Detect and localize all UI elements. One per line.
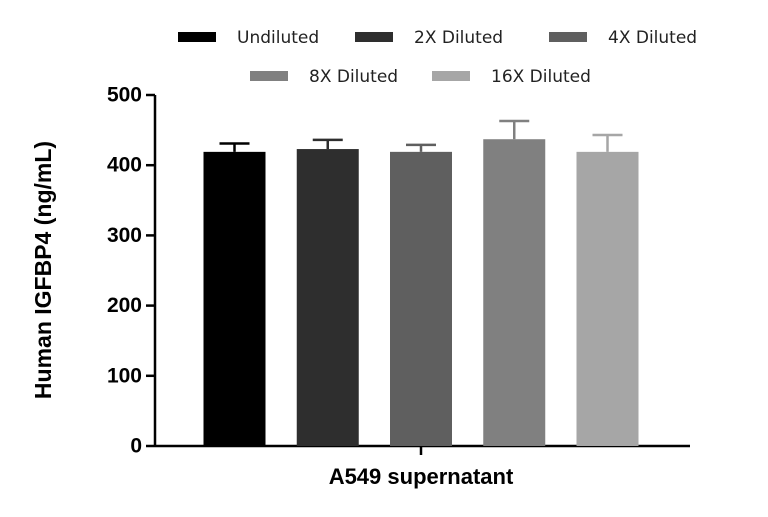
legend-label: 4X Diluted [608, 28, 697, 48]
y-axis-label: Human IGFBP4 (ng/mL) [30, 141, 56, 399]
y-tick-label: 200 [107, 294, 142, 317]
bar [203, 151, 266, 446]
y-tick-label: 500 [107, 84, 142, 107]
x-axis-label: A549 supernatant [329, 464, 514, 489]
bar [390, 151, 452, 446]
y-tick-label: 0 [130, 435, 142, 458]
legend-swatch [250, 71, 288, 81]
y-tick-label: 300 [107, 224, 142, 247]
legend-label: Undiluted [237, 28, 319, 48]
bar [296, 149, 359, 446]
bar [576, 151, 639, 446]
legend-label: 2X Diluted [414, 28, 503, 48]
legend-swatch [178, 32, 216, 42]
legend-label: 8X Diluted [309, 67, 398, 87]
legend-label: 16X Diluted [491, 67, 591, 87]
y-tick-label: 100 [107, 364, 142, 387]
y-tick-label: 400 [107, 154, 142, 177]
bar [483, 139, 546, 446]
legend-swatch [432, 71, 470, 81]
legend-swatch [355, 32, 393, 42]
legend-swatch [549, 32, 587, 42]
